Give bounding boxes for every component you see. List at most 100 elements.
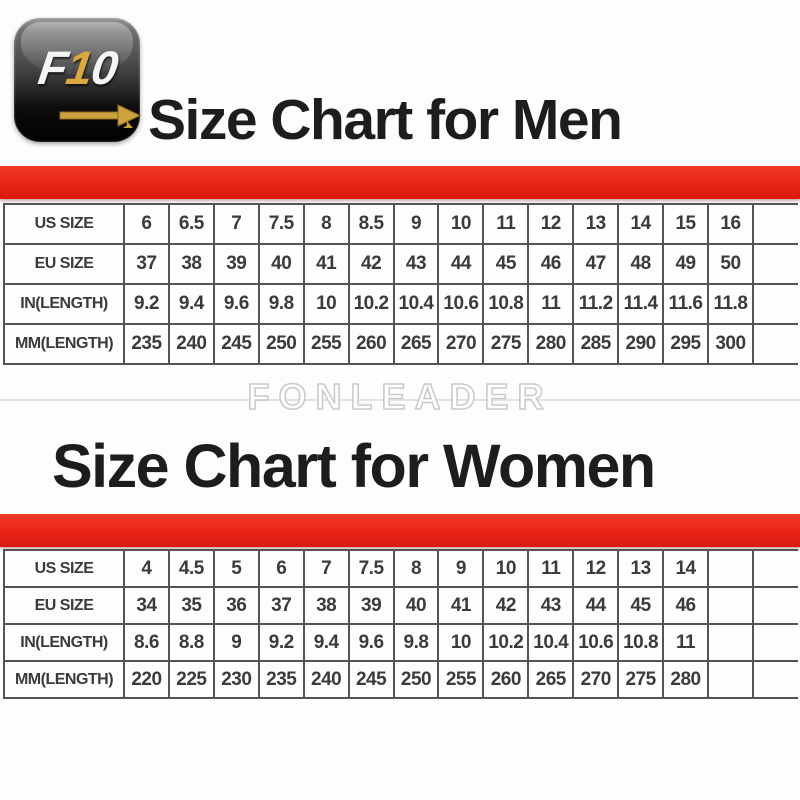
empty-cell	[751, 243, 798, 285]
size-value-cell: 250	[392, 660, 440, 699]
size-value-cell: 46	[527, 243, 575, 285]
empty-cell	[706, 586, 754, 625]
size-value-cell: 245	[347, 660, 395, 699]
size-value-cell: 11	[482, 203, 530, 245]
size-value-cell: 275	[617, 660, 665, 699]
size-value-cell: 11	[527, 549, 575, 588]
size-value-cell: 40	[257, 243, 305, 285]
men-chart-title: Size Chart for Men	[148, 88, 623, 152]
size-value-cell: 240	[302, 660, 350, 699]
size-table-row: EU SIZE 37 38 39 40 41 42 43 44 45 46 47 48 49 50	[3, 243, 798, 285]
size-value-cell: 280	[527, 323, 575, 365]
size-value-cell: 220	[123, 660, 170, 699]
size-value-cell: 13	[572, 203, 620, 245]
size-value-cell: 9.6	[347, 623, 395, 662]
size-value-cell: 41	[437, 586, 485, 625]
size-value-cell: 6	[257, 549, 305, 588]
logo-gloss-highlight	[21, 22, 133, 74]
size-value-cell: 11.8	[706, 283, 754, 325]
size-value-cell: 260	[347, 323, 395, 365]
size-value-cell: 49	[662, 243, 709, 285]
size-value-cell: 295	[662, 323, 709, 365]
size-value-cell: 42	[482, 586, 530, 625]
size-value-cell: 8.6	[123, 623, 170, 662]
size-value-cell: 11	[527, 283, 575, 325]
size-value-cell: 4	[123, 549, 170, 588]
size-value-cell: 45	[617, 586, 665, 625]
size-value-cell: 45	[482, 243, 530, 285]
size-value-cell: 10.2	[347, 283, 395, 325]
size-table-row: US SIZE 4 4.5 5 6 7 7.5 8 9 10 11 12 13 14	[3, 549, 798, 588]
size-value-cell: 270	[437, 323, 485, 365]
size-value-cell: 9.2	[123, 283, 170, 325]
size-value-cell: 255	[302, 323, 350, 365]
size-value-cell: 47	[572, 243, 620, 285]
size-table-row: MM(LENGTH) 235 240 245 250 255 260 265 270 275 280…	[3, 323, 798, 365]
size-value-cell: 255	[437, 660, 485, 699]
row-header-cell: US SIZE	[3, 549, 125, 588]
size-value-cell: 11	[662, 623, 709, 662]
size-value-cell: 7.5	[257, 203, 305, 245]
size-value-cell: 8	[302, 203, 350, 245]
size-value-cell: 14	[662, 549, 709, 588]
size-value-cell: 265	[392, 323, 440, 365]
size-value-cell: 11.2	[572, 283, 620, 325]
brand-logo-text: F10	[11, 41, 144, 94]
size-value-cell: 46	[662, 586, 709, 625]
divider-bar-women	[0, 514, 800, 547]
size-value-cell: 40	[392, 586, 440, 625]
empty-cell	[706, 660, 754, 699]
size-value-cell: 265	[527, 660, 575, 699]
size-value-cell: 280	[662, 660, 709, 699]
size-value-cell: 13	[617, 549, 665, 588]
row-header-cell: US SIZE	[3, 203, 125, 245]
size-value-cell: 245	[212, 323, 260, 365]
size-value-cell: 6.5	[167, 203, 215, 245]
empty-cell	[751, 283, 798, 325]
size-value-cell: 37	[123, 243, 170, 285]
size-value-cell: 44	[437, 243, 485, 285]
size-value-cell: 7	[212, 203, 260, 245]
size-value-cell: 275	[482, 323, 530, 365]
size-value-cell: 11.4	[617, 283, 665, 325]
empty-cell	[706, 549, 754, 588]
row-header-cell: EU SIZE	[3, 586, 125, 625]
size-value-cell: 9.8	[257, 283, 305, 325]
women-chart-title: Size Chart for Women	[52, 432, 656, 500]
size-value-cell: 44	[572, 586, 620, 625]
size-value-cell: 16	[706, 203, 754, 245]
size-table-row: MM(LENGTH) 220 225 230 235 240 245 250 255 260 265…	[3, 660, 798, 699]
row-header-cell: MM(LENGTH)	[3, 323, 125, 365]
size-value-cell: 41	[302, 243, 350, 285]
size-value-cell: 6	[123, 203, 170, 245]
size-value-cell: 39	[212, 243, 260, 285]
size-value-cell: 15	[662, 203, 709, 245]
divider-line-faint	[0, 399, 800, 401]
size-value-cell: 10.4	[527, 623, 575, 662]
women-size-table: US SIZE 4 4.5 5 6 7 7.5 8 9 10 11 12 13 14 EU SIZE 34 35…	[3, 549, 798, 699]
size-table-row: EU SIZE 34 35 36 37 38 39 40 41 42 43 44 45 46	[3, 586, 798, 625]
size-table-row: IN(LENGTH) 8.6 8.8 9 9.2 9.4 9.6 9.8 10 10.2 10.4 1…	[3, 623, 798, 662]
size-value-cell: 43	[527, 586, 575, 625]
empty-cell	[751, 623, 798, 662]
size-table-row: IN(LENGTH) 9.2 9.4 9.6 9.8 10 10.2 10.4 10.6 10.8…	[3, 283, 798, 325]
size-value-cell: 42	[347, 243, 395, 285]
size-value-cell: 37	[257, 586, 305, 625]
size-value-cell: 9.6	[212, 283, 260, 325]
size-value-cell: 250	[257, 323, 305, 365]
empty-cell	[751, 549, 798, 588]
row-header-cell: IN(LENGTH)	[3, 283, 125, 325]
brand-logo: F10 ➤	[14, 18, 142, 142]
size-value-cell: 9.4	[167, 283, 215, 325]
size-value-cell: 290	[617, 323, 665, 365]
size-value-cell: 300	[706, 323, 754, 365]
size-value-cell: 38	[302, 586, 350, 625]
size-value-cell: 235	[123, 323, 170, 365]
size-value-cell: 34	[123, 586, 170, 625]
size-value-cell: 7	[302, 549, 350, 588]
empty-cell	[751, 203, 798, 245]
watermark-text: FONLEADER	[247, 376, 553, 417]
size-value-cell: 9.8	[392, 623, 440, 662]
size-value-cell: 48	[617, 243, 665, 285]
